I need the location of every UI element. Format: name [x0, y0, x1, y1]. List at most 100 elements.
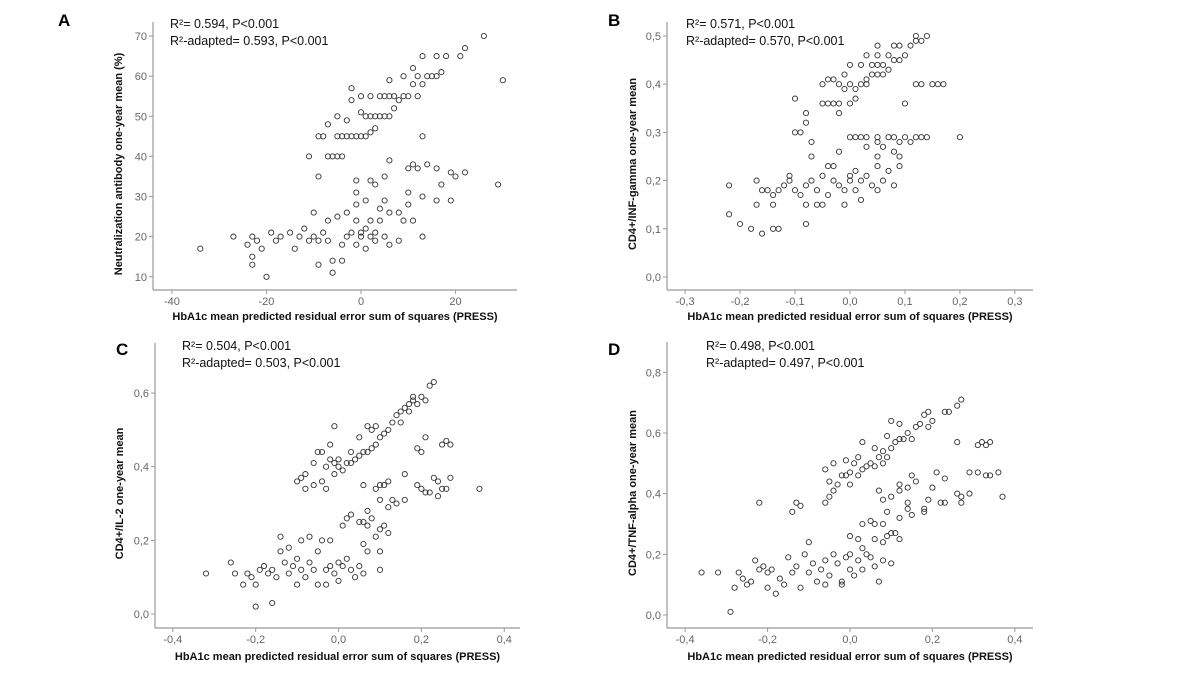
data-point: [331, 570, 338, 577]
data-point: [824, 76, 832, 83]
data-point: [775, 225, 782, 232]
data-point: [372, 441, 379, 448]
data-point: [956, 134, 963, 141]
data-point: [801, 551, 808, 558]
data-point: [901, 52, 909, 59]
data-point: [314, 548, 321, 555]
x-tick-label: -0,2: [731, 296, 750, 308]
data-point: [428, 73, 435, 80]
y-tick-label: 70: [135, 31, 147, 43]
regression-annotation: R²= 0.498, P<0.001: [706, 339, 815, 353]
data-point: [409, 161, 417, 168]
data-point: [756, 566, 763, 573]
data-point: [452, 173, 459, 180]
regression-annotation: R²-adapted= 0.497, P<0.001: [706, 356, 865, 370]
data-point: [813, 578, 821, 585]
data-point: [314, 581, 321, 588]
data-point: [874, 52, 881, 59]
panel-d: -0,4 -0,2 0,0 0,2 0,4 0,0 0,2 0,4 0,6 0,8 HbA1c me…: [608, 339, 1033, 663]
data-point: [925, 408, 932, 415]
data-point: [874, 71, 881, 78]
data-point: [339, 133, 346, 140]
data-point: [879, 71, 887, 78]
data-point: [838, 472, 845, 479]
data-point: [343, 459, 350, 467]
data-point: [347, 566, 355, 573]
data-point: [320, 133, 327, 140]
data-point: [912, 478, 919, 485]
data-point: [874, 61, 881, 68]
data-point: [859, 439, 866, 446]
data-point: [368, 426, 375, 433]
data-point: [320, 229, 327, 236]
data-point: [871, 520, 878, 528]
data-point: [974, 469, 981, 476]
y-tick-label: 0,3: [646, 127, 661, 139]
data-point: [331, 423, 338, 430]
data-point: [912, 423, 919, 430]
data-point: [698, 569, 705, 576]
x-tick-label: -20: [259, 296, 275, 308]
data-point: [875, 454, 882, 461]
data-point: [386, 93, 393, 100]
data-point: [269, 599, 276, 607]
data-point: [331, 459, 338, 467]
data-point: [904, 505, 911, 512]
data-point: [875, 487, 882, 494]
y-tick-label: 0,6: [134, 388, 149, 400]
data-point: [857, 177, 865, 184]
data-point: [422, 434, 429, 441]
data-point: [835, 182, 843, 189]
data-point: [859, 466, 866, 473]
data-point: [397, 419, 404, 426]
data-point: [461, 169, 469, 176]
data-point: [443, 485, 450, 492]
regression-annotation: R²-adapted= 0.593, P<0.001: [170, 34, 329, 48]
y-axis-title: CD4+/IL-2 one-year mean: [114, 427, 126, 559]
data-point: [381, 233, 388, 240]
data-point: [748, 225, 755, 232]
data-point: [921, 505, 928, 512]
data-point: [457, 53, 464, 60]
data-point: [367, 129, 374, 136]
data-point: [941, 475, 948, 482]
data-point: [376, 482, 384, 489]
data-point: [978, 439, 985, 446]
data-point: [852, 187, 859, 194]
data-point: [419, 133, 426, 140]
y-tick-label: 0,0: [134, 609, 149, 621]
data-point: [405, 401, 413, 408]
data-point: [265, 570, 272, 577]
data-point: [268, 229, 275, 236]
x-tick-label: -0,3: [676, 296, 695, 308]
data-point: [852, 85, 859, 93]
data-point: [294, 555, 301, 562]
data-point: [439, 441, 446, 448]
data-point: [372, 125, 379, 132]
data-point: [339, 153, 346, 160]
data-point: [323, 463, 330, 470]
data-point: [834, 560, 841, 567]
data-point: [385, 426, 392, 433]
data-point: [797, 584, 804, 591]
data-point: [331, 471, 338, 478]
data-point: [908, 472, 915, 479]
data-point: [391, 93, 398, 100]
data-point: [958, 493, 965, 500]
data-point: [357, 133, 365, 140]
data-point: [896, 163, 903, 170]
data-point: [324, 217, 331, 224]
data-point: [772, 590, 779, 597]
data-point: [424, 161, 431, 168]
y-axis-title: Neutralization antibody one-year mean (%…: [113, 52, 125, 275]
data-point: [871, 563, 878, 570]
regression-annotation: R²= 0.504, P<0.001: [182, 339, 291, 353]
data-point: [846, 533, 854, 540]
data-point: [802, 220, 810, 228]
data-point: [896, 481, 903, 488]
data-point: [385, 478, 392, 485]
data-point: [327, 441, 334, 448]
data-point: [381, 430, 388, 437]
data-point: [890, 148, 898, 155]
data-point: [352, 456, 359, 463]
